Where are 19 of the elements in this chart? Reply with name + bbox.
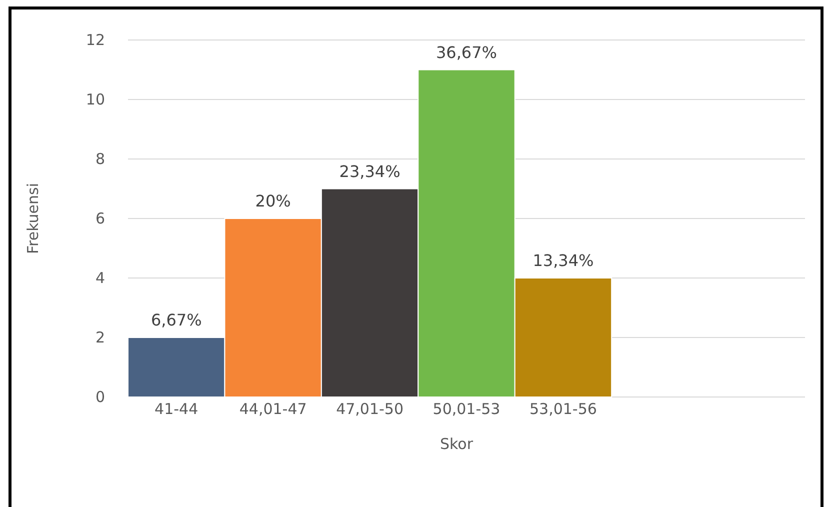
x-tick-label: 44,01-47 <box>239 400 307 418</box>
annotation: 13,34% <box>532 251 594 270</box>
y-tick-label: 12 <box>86 30 105 49</box>
annotation: 6,67% <box>150 310 202 330</box>
annotation: 20% <box>255 192 291 210</box>
y-axis-title: Frekuensi <box>24 182 42 254</box>
x-tick-label: 50,01-53 <box>432 400 500 418</box>
x-tick-label: 41-44 <box>154 400 198 418</box>
y-tick-label: 0 <box>95 388 105 406</box>
x-tick-label: 53,01-56 <box>529 400 597 418</box>
annotation: 23,34% <box>339 162 400 181</box>
y-tick-label: 6 <box>95 209 105 228</box>
x-axis-title: Skor <box>440 435 474 453</box>
annotation: 36,67% <box>436 42 498 62</box>
y-tick-label: 8 <box>95 150 105 168</box>
y-tick-label: 10 <box>86 90 105 108</box>
y-tick-label: 4 <box>95 268 105 287</box>
x-tick-label: 47,01-50 <box>336 400 404 418</box>
y-tick-label: 2 <box>95 328 105 346</box>
